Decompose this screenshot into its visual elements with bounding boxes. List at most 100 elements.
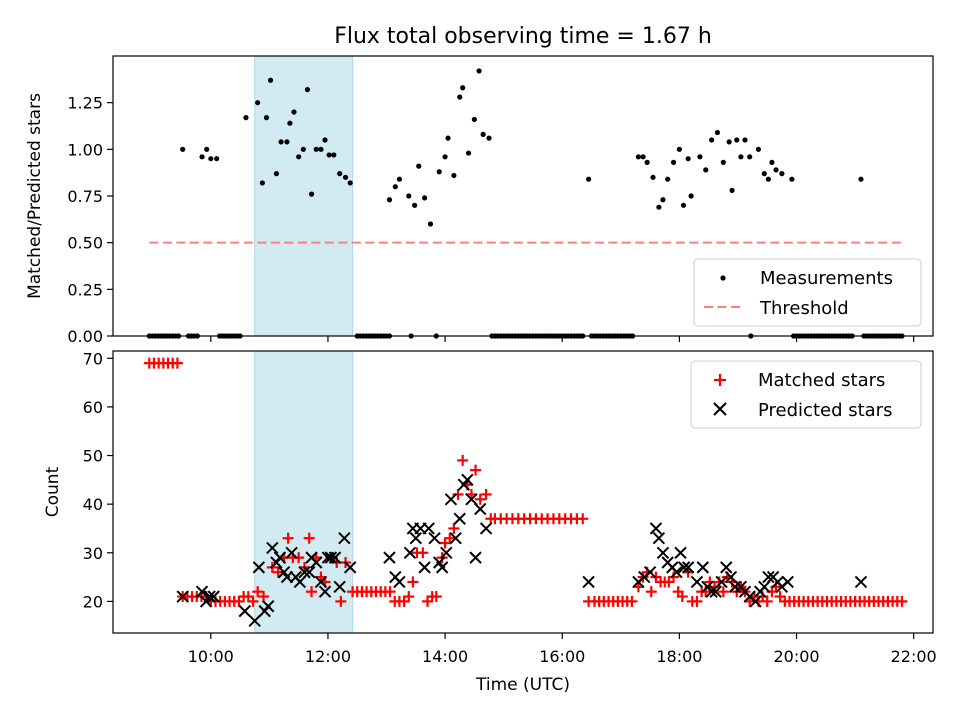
measurement-point — [726, 139, 732, 145]
bottom-panel: 10:00 12:00 14:00 16:00 18:00 20:00 22:00 20 30 4… — [43, 349, 937, 695]
matched-star-point — [293, 552, 305, 564]
measurement-point — [278, 139, 284, 145]
top-legend-box — [693, 258, 922, 327]
measurement-point — [640, 154, 646, 160]
measurement-point — [322, 137, 328, 143]
measurement-point — [779, 171, 785, 177]
predicted-star-point — [781, 575, 794, 589]
x-axis-label: Time (UTC) — [475, 675, 570, 695]
matched-stars-legend-marker — [714, 374, 726, 386]
measurement-point — [761, 171, 767, 177]
measurement-point — [660, 197, 666, 203]
measurement-point — [729, 187, 735, 193]
measurement-point — [337, 171, 343, 177]
measurement-point — [255, 100, 261, 106]
matched-star-point — [282, 532, 294, 544]
predicted-star-point — [677, 561, 691, 574]
predicted-star-point — [670, 566, 683, 579]
measurement-point — [858, 176, 864, 182]
measurement-point — [665, 176, 671, 182]
measurement-point — [180, 146, 186, 152]
measurement-point — [688, 193, 694, 199]
threshold-legend-label: Threshold — [759, 298, 849, 319]
measurement-point — [392, 184, 398, 190]
measurement-point — [304, 87, 311, 93]
matched-star-point — [303, 532, 315, 544]
measurement-point — [386, 197, 393, 203]
measurement-point — [635, 154, 641, 160]
measurement-point — [650, 174, 656, 180]
predicted-star-point — [715, 575, 728, 589]
measurement-point — [755, 146, 762, 152]
measurement-point — [313, 146, 319, 152]
measurement-point — [644, 159, 650, 165]
predicted-star-point — [248, 614, 261, 628]
predicted-stars-legend-marker — [713, 402, 727, 416]
top-y-tick-label: 1.25 — [67, 94, 103, 113]
predicted-star-point — [435, 561, 449, 574]
predicted-star-point — [273, 551, 287, 564]
measurement-point — [670, 159, 677, 165]
top-y-tick-label: 0.75 — [67, 187, 103, 206]
top-y-tick-label: 1.00 — [67, 140, 103, 159]
predicted-star-point — [453, 512, 466, 525]
bottom-legend: Matched stars Predicted stars — [690, 360, 922, 429]
measurement-point — [676, 146, 682, 152]
bottom-y-tick-label: 30 — [83, 544, 103, 563]
matched-star-point — [717, 586, 729, 598]
measurement-point — [486, 135, 492, 141]
bottom-y-tick-label: 60 — [83, 398, 103, 417]
matched-star-point — [668, 571, 680, 583]
predicted-star-point — [461, 473, 474, 487]
measurement-point — [416, 163, 422, 169]
measurement-point — [422, 195, 428, 201]
matched-star-point — [645, 586, 657, 598]
measurement-point — [709, 137, 715, 143]
matched-star-point — [171, 357, 183, 369]
predicted-star-point — [854, 575, 868, 589]
measurements-legend-label: Measurements — [760, 268, 893, 289]
predicted-star-point — [324, 551, 338, 564]
measurement-point — [734, 137, 740, 143]
predicted-star-point — [728, 580, 742, 594]
predicted-star-point — [280, 570, 294, 584]
predicted-star-point — [195, 585, 209, 598]
bottom-x-tick-label: 14:00 — [422, 647, 468, 666]
predicted-star-point — [393, 575, 406, 589]
predicted-star-point — [681, 561, 695, 574]
matched-star-point — [457, 454, 469, 466]
measurement-point — [287, 120, 293, 126]
predicted-star-point — [285, 546, 298, 559]
matched-star-point — [252, 586, 264, 598]
predicted-star-point — [749, 595, 762, 608]
measurement-point — [656, 204, 662, 210]
matched-star-point — [444, 532, 456, 544]
measurement-point — [714, 129, 721, 136]
bottom-x-tick-label: 22:00 — [891, 647, 937, 666]
top-axis-ticks: 0.00 0.25 0.50 0.75 1.00 1.25 — [67, 94, 915, 346]
predicted-star-point — [709, 585, 722, 598]
measurements-legend-marker — [720, 275, 726, 281]
predicted-star-point — [649, 522, 663, 535]
measurement-point — [738, 154, 744, 160]
top-panel: 0.00 0.25 0.50 0.75 1.00 1.25 Matched/Predict… — [25, 55, 934, 346]
predicted-stars-legend-label: Predicted stars — [758, 400, 892, 421]
matched-star-point — [384, 586, 396, 598]
predicted-star-point — [465, 493, 478, 506]
matched-star-point — [761, 595, 773, 607]
predicted-star-point — [383, 551, 396, 564]
top-axes-frame — [112, 55, 934, 337]
measurement-point — [347, 180, 353, 186]
matched-star-point — [407, 576, 419, 588]
measurement-point — [773, 167, 779, 173]
matched-star-point — [474, 493, 486, 505]
predicted-star-point — [428, 531, 441, 545]
bottom-axis-ticks: 10:00 12:00 14:00 16:00 18:00 20:00 22:00 20 30 4… — [83, 349, 937, 666]
measurement-point — [331, 152, 337, 158]
measurement-point — [442, 154, 448, 160]
measurement-point — [318, 146, 324, 152]
predicted-star-point — [444, 493, 458, 506]
measurement-point — [747, 154, 753, 160]
predicted-star-point — [207, 590, 220, 603]
